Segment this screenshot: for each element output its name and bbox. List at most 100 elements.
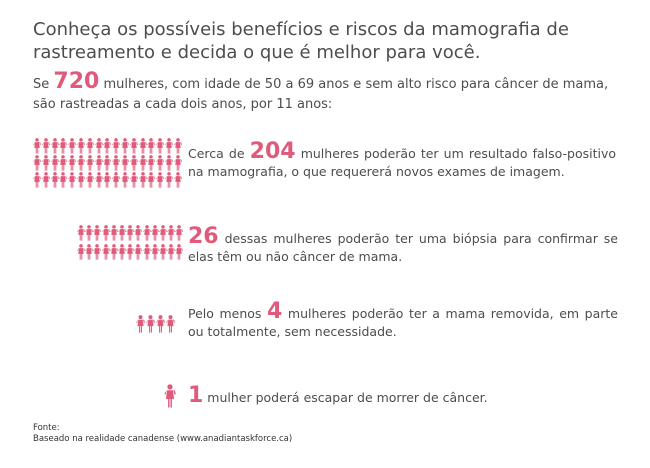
woman-figure-icon bbox=[142, 225, 151, 241]
woman-figure-icon bbox=[77, 244, 85, 260]
woman-figure-icon bbox=[173, 172, 182, 188]
woman-figure-icon bbox=[59, 138, 68, 154]
woman-figure-icon bbox=[156, 138, 164, 154]
woman-figure-icon bbox=[165, 155, 173, 171]
woman-figure-icon bbox=[85, 225, 94, 241]
woman-figure-icon bbox=[112, 155, 121, 171]
woman-figure-icon bbox=[175, 225, 184, 241]
woman-figure-icon bbox=[126, 225, 134, 241]
woman-figure-icon bbox=[129, 155, 138, 171]
woman-figure-icon bbox=[103, 155, 112, 171]
woman-figure-icon bbox=[156, 155, 164, 171]
woman-figure-icon bbox=[93, 225, 102, 241]
woman-figure-icon bbox=[103, 138, 112, 154]
woman-figure-icon bbox=[77, 138, 85, 154]
woman-figure-icon bbox=[101, 244, 110, 260]
woman-figure-icon bbox=[129, 138, 138, 154]
intro-suffix: mulheres, com idade de 50 a 69 anos e se… bbox=[33, 77, 609, 112]
woman-figure-icon bbox=[94, 138, 103, 154]
row-number: 4 bbox=[267, 299, 283, 324]
woman-figure-icon bbox=[77, 225, 85, 241]
woman-figure-icon bbox=[109, 225, 118, 241]
row-false-positive-text: Cerca de 204 mulheres poderão ter um res… bbox=[188, 141, 616, 181]
woman-figure-icon bbox=[85, 244, 94, 260]
woman-figure-icon bbox=[126, 244, 134, 260]
woman-figure-icon bbox=[77, 172, 85, 188]
woman-figure-icon bbox=[159, 225, 167, 241]
row-number: 26 bbox=[188, 224, 219, 249]
woman-figure-icon bbox=[85, 172, 94, 188]
source-note: Fonte: Baseado na realidade canadense (w… bbox=[33, 423, 292, 445]
row-prefix: Cerca de bbox=[188, 146, 250, 161]
page-title: Conheça os possíveis benefícios e riscos… bbox=[33, 19, 569, 63]
woman-figure-icon bbox=[68, 172, 77, 188]
woman-figure-icon bbox=[94, 155, 103, 171]
intro-text: Se 720 mulheres, com idade de 50 a 69 an… bbox=[33, 71, 623, 115]
intro-prefix: Se bbox=[33, 77, 54, 92]
woman-figure-icon bbox=[156, 315, 165, 333]
woman-figure-icon bbox=[129, 172, 138, 188]
woman-figure-icon bbox=[77, 155, 85, 171]
woman-figure-icon bbox=[41, 172, 50, 188]
figure-grid-false-positive bbox=[33, 138, 183, 189]
woman-figure-icon bbox=[103, 172, 112, 188]
row-number: 1 bbox=[188, 383, 204, 408]
figure-grid-biopsy bbox=[77, 224, 184, 262]
woman-figure-icon bbox=[159, 244, 167, 260]
woman-figure-icon bbox=[101, 225, 110, 241]
woman-figure-icon bbox=[138, 138, 147, 154]
woman-figure-icon bbox=[33, 138, 41, 154]
woman-figure-icon bbox=[50, 155, 59, 171]
woman-figure-icon bbox=[93, 244, 102, 260]
woman-figure-icon bbox=[50, 172, 59, 188]
woman-figure-icon bbox=[138, 155, 147, 171]
row-text: mulheres poderão ter um resultado falso-… bbox=[188, 146, 616, 179]
woman-figure-icon bbox=[33, 155, 41, 171]
woman-figure-icon bbox=[109, 244, 118, 260]
row-prefix: Pelo menos bbox=[188, 306, 268, 321]
woman-figure-icon bbox=[173, 155, 182, 171]
woman-figure-icon bbox=[175, 244, 184, 260]
woman-figure-icon bbox=[59, 172, 68, 188]
figure-grid-removal bbox=[136, 313, 176, 337]
woman-figure-icon bbox=[112, 138, 121, 154]
woman-figure-icon bbox=[167, 244, 175, 260]
woman-figure-icon bbox=[118, 225, 126, 241]
woman-figure-icon bbox=[146, 315, 155, 333]
woman-figure-icon bbox=[166, 315, 175, 333]
woman-figure-icon bbox=[165, 172, 173, 188]
woman-figure-icon bbox=[134, 225, 143, 241]
woman-figure-icon bbox=[41, 138, 50, 154]
woman-figure-icon bbox=[33, 172, 41, 188]
woman-figure-icon bbox=[167, 225, 175, 241]
woman-figure-icon bbox=[147, 172, 156, 188]
woman-figure-icon bbox=[50, 138, 59, 154]
woman-figure-icon bbox=[59, 155, 68, 171]
woman-figure-icon bbox=[147, 138, 156, 154]
source-label: Fonte: bbox=[33, 423, 60, 433]
woman-figure-icon bbox=[121, 155, 129, 171]
woman-figure-icon bbox=[173, 138, 182, 154]
row-removal-text: Pelo menos 4 mulheres poderão ter a mama… bbox=[188, 301, 618, 341]
row-number: 204 bbox=[249, 139, 296, 164]
row-text: dessas mulheres poderão ter uma biópsia … bbox=[188, 231, 618, 264]
woman-figure-icon bbox=[68, 155, 77, 171]
woman-figure-icon bbox=[94, 172, 103, 188]
woman-figure-icon bbox=[121, 138, 129, 154]
woman-figure-icon bbox=[134, 244, 143, 260]
woman-figure-icon bbox=[147, 155, 156, 171]
woman-figure-icon bbox=[112, 172, 121, 188]
woman-figure-icon bbox=[85, 138, 94, 154]
woman-figure-icon bbox=[138, 172, 147, 188]
woman-figure-icon bbox=[150, 244, 159, 260]
woman-figure-icon bbox=[156, 172, 164, 188]
figure-grid-saved bbox=[164, 380, 176, 414]
woman-figure-icon bbox=[142, 244, 151, 260]
row-text: mulheres poderão ter a mama removida, em… bbox=[188, 306, 618, 339]
woman-figure-icon bbox=[68, 138, 77, 154]
woman-figure-icon bbox=[164, 384, 176, 408]
woman-figure-icon bbox=[165, 138, 173, 154]
woman-figure-icon bbox=[136, 315, 145, 333]
row-saved-text: 1 mulher poderá escapar de morrer de cân… bbox=[188, 385, 618, 407]
woman-figure-icon bbox=[85, 155, 94, 171]
